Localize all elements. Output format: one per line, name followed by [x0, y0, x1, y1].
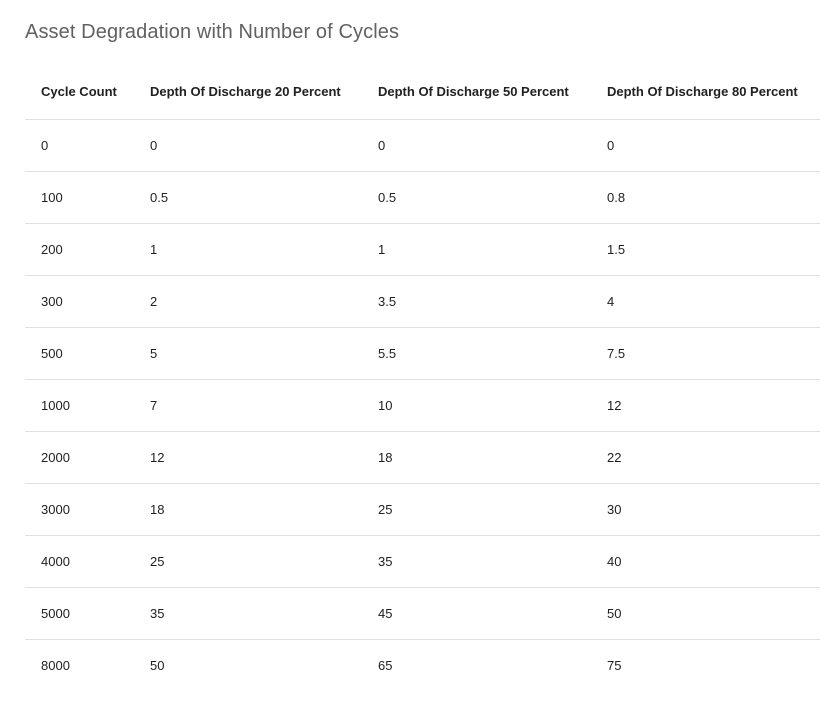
cycle-count-cell: 3000 [25, 483, 134, 536]
table-row: 2000 12 18 22 [25, 431, 820, 484]
dod-50-cell: 0 [362, 119, 591, 172]
table-row: 200 1 1 1.5 [25, 223, 820, 276]
dod-80-cell: 40 [591, 535, 820, 588]
dod-20-cell: 18 [134, 483, 362, 536]
dod-80-cell: 30 [591, 483, 820, 536]
column-header-cycle-count[interactable]: Cycle Count [25, 64, 134, 120]
data-table: Cycle Count Depth Of Discharge 20 Percen… [25, 64, 820, 691]
dod-80-cell: 50 [591, 587, 820, 640]
dod-80-cell: 0 [591, 119, 820, 172]
column-header-dod-20[interactable]: Depth Of Discharge 20 Percent [134, 64, 362, 120]
table-row: 1000 7 10 12 [25, 379, 820, 432]
dod-50-cell: 45 [362, 587, 591, 640]
dod-80-cell: 12 [591, 379, 820, 432]
dod-20-cell: 7 [134, 379, 362, 432]
column-header-dod-80[interactable]: Depth Of Discharge 80 Percent [591, 64, 820, 120]
dod-20-cell: 5 [134, 327, 362, 380]
dod-20-cell: 50 [150, 657, 165, 673]
dod-20-cell: 0.5 [134, 171, 362, 224]
cycle-count-cell: 0 [25, 119, 134, 172]
dod-20-cell: 25 [134, 535, 362, 588]
cycle-count-cell: 1000 [25, 379, 134, 432]
cycle-count-cell: 300 [25, 275, 134, 328]
cycle-count-cell: 100 [25, 171, 134, 224]
dod-20-cell: 0 [134, 119, 362, 172]
chart-title: Asset Degradation with Number of Cycles [25, 21, 400, 43]
dod-50-cell: 1 [362, 223, 591, 276]
dod-20-cell: 2 [134, 275, 362, 328]
dod-50-cell: 35 [362, 535, 591, 588]
dod-80-cell: 22 [591, 431, 820, 484]
dod-80-cell: 4 [591, 275, 820, 328]
cycle-count-cell: 5000 [25, 587, 134, 640]
table-row: 5000 35 45 50 [25, 587, 820, 640]
table-body: 0 0 0 0 100 0.5 0.5 0.8 200 1 1 1.5 300 2 3.5 4 500 5 5.5 7… [25, 119, 820, 691]
table-row: 3000 18 25 30 [25, 483, 820, 536]
dod-80-cell: 0.8 [591, 171, 820, 224]
table-row: 8000 50 65 75 [25, 639, 820, 691]
cycle-count-cell: 4000 [25, 535, 134, 588]
dod-20-cell: 12 [134, 431, 362, 484]
dod-50-cell: 3.5 [362, 275, 591, 328]
dod-50-cell: 10 [362, 379, 591, 432]
dod-80-cell: 7.5 [591, 327, 820, 380]
dod-50-cell: 25 [362, 483, 591, 536]
dod-20-cell: 35 [134, 587, 362, 640]
dod-50-cell: 5.5 [362, 327, 591, 380]
column-header-dod-50[interactable]: Depth Of Discharge 50 Percent [362, 64, 591, 120]
dod-50-cell: 18 [362, 431, 591, 484]
dod-50-cell: 65 [378, 657, 393, 673]
dod-20-cell: 1 [134, 223, 362, 276]
table-row: 100 0.5 0.5 0.8 [25, 171, 820, 224]
header-row: Cycle Count Depth Of Discharge 20 Percen… [25, 64, 820, 120]
cycle-count-cell: 8000 [41, 657, 70, 673]
cycle-count-cell: 500 [25, 327, 134, 380]
dod-80-cell: 75 [607, 657, 622, 673]
table-row: 4000 25 35 40 [25, 535, 820, 588]
dod-50-cell: 0.5 [362, 171, 591, 224]
table-row: 500 5 5.5 7.5 [25, 327, 820, 380]
dod-80-cell: 1.5 [591, 223, 820, 276]
cycle-count-cell: 200 [25, 223, 134, 276]
cycle-count-cell: 2000 [25, 431, 134, 484]
table-row: 300 2 3.5 4 [25, 275, 820, 328]
